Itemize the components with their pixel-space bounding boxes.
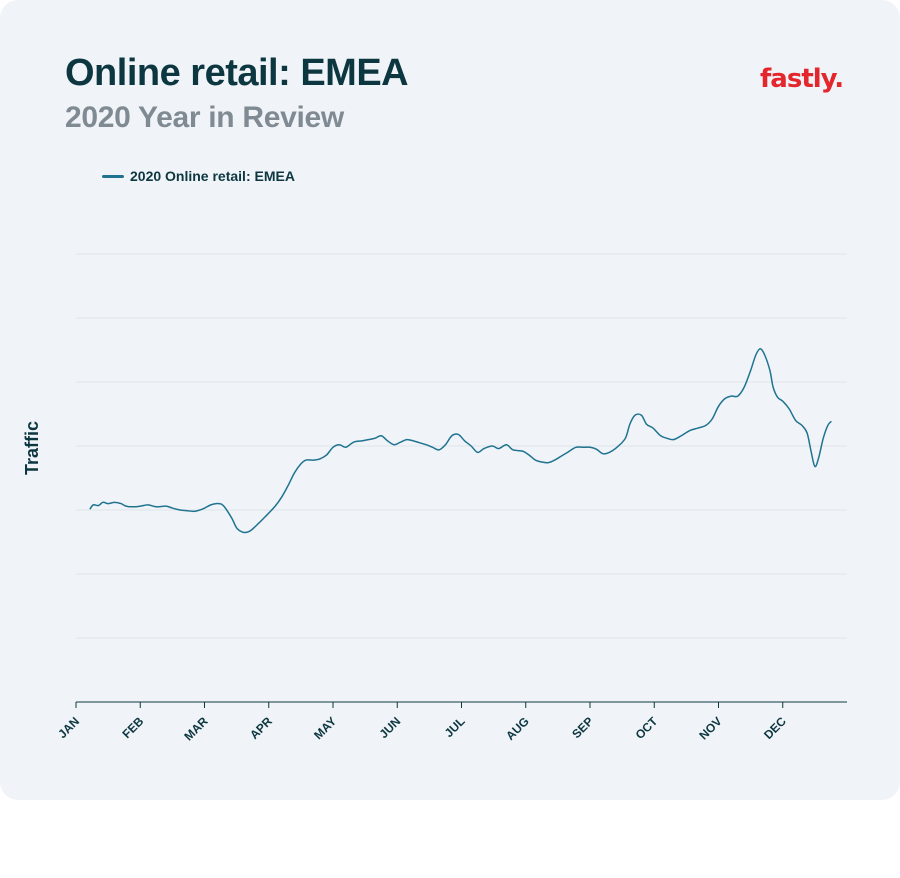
legend-swatch [102,174,124,178]
x-tick-label: SEP [569,714,596,741]
chart-card [0,0,900,800]
legend-label: 2020 Online retail: EMEA [130,168,295,184]
x-tick-label: JUL [442,714,468,740]
chart-title: Online retail: EMEA [65,52,409,94]
x-tick-label: AUG [503,714,532,743]
x-tick-label: APR [247,714,275,742]
x-tick-label: JUN [376,714,403,741]
x-tick-label: NOV [696,714,724,742]
fastly-logo: fastly. [760,64,844,94]
x-tick-label: MAY [311,714,339,742]
x-tick-label: OCT [633,714,661,742]
x-tick-label: FEB [120,714,147,741]
chart-subtitle: 2020 Year in Review [65,101,344,134]
line-chart: JAN FEB MAR APR MAY JUN JUL AUG SEP OCT NOV DEC [55,253,847,743]
x-tick-label: MAR [181,714,210,743]
grid-lines [76,253,847,639]
chart-legend: 2020 Online retail: EMEA [102,168,295,184]
x-axis-ticks: JAN FEB MAR APR MAY JUN JUL AUG SEP OCT NOV DEC [55,702,789,743]
x-tick-label: JAN [55,714,82,741]
series-line-2020-online-retail-emea [89,347,832,534]
x-tick-label: DEC [761,714,789,742]
